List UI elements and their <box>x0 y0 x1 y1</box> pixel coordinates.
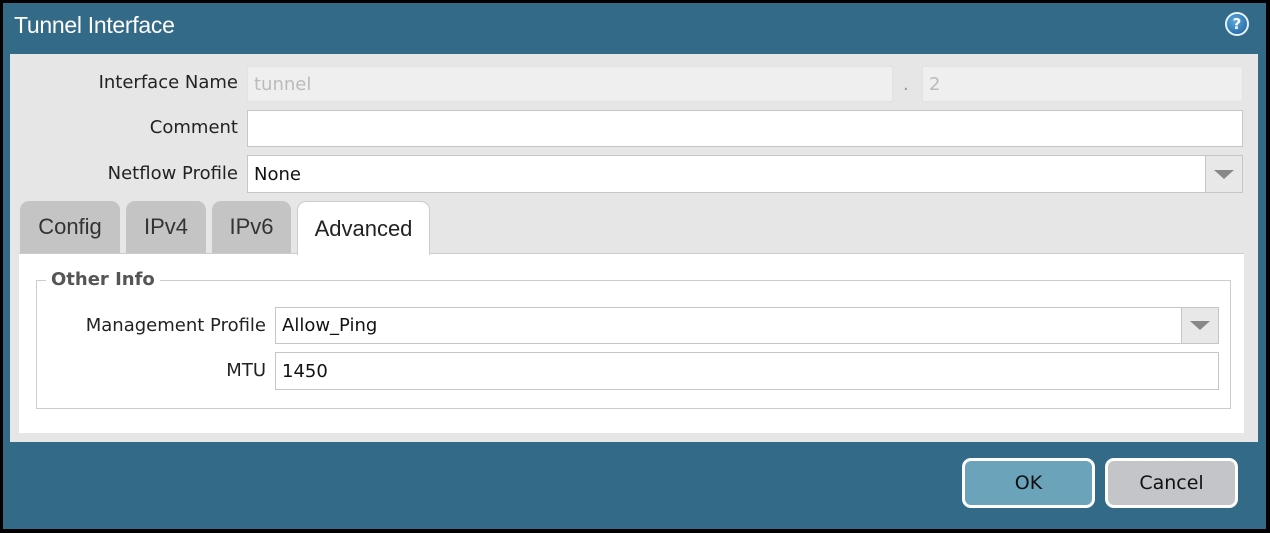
netflow-profile-label: Netflow Profile <box>107 163 238 184</box>
other-info-fieldset <box>36 280 1231 409</box>
tab-ipv6[interactable]: IPv6 <box>212 201 291 253</box>
chevron-down-icon <box>1190 321 1210 330</box>
management-profile-value: Allow_Ping <box>282 315 378 336</box>
netflow-profile-select[interactable]: None <box>247 155 1243 193</box>
interface-suffix-input[interactable]: 2 <box>922 66 1243 102</box>
comment-input[interactable] <box>247 110 1243 147</box>
interface-name-separator: . <box>903 74 909 95</box>
dialog-title: Tunnel Interface <box>14 12 175 38</box>
interface-name-input[interactable]: tunnel <box>247 66 893 102</box>
mtu-input[interactable]: 1450 <box>275 352 1219 390</box>
management-profile-label: Management Profile <box>85 315 266 336</box>
other-info-legend: Other Info <box>46 269 160 290</box>
tab-config[interactable]: Config <box>20 201 120 253</box>
management-profile-select[interactable]: Allow_Ping <box>275 307 1219 344</box>
tab-ipv4[interactable]: IPv4 <box>126 201 206 253</box>
tab-advanced[interactable]: Advanced <box>297 201 430 255</box>
mtu-label: MTU <box>226 360 266 381</box>
help-icon[interactable]: ? <box>1225 12 1249 36</box>
interface-name-label: Interface Name <box>98 72 238 93</box>
cancel-button[interactable]: Cancel <box>1105 458 1238 508</box>
comment-label: Comment <box>149 117 238 138</box>
chevron-down-icon <box>1214 169 1234 179</box>
netflow-profile-value: None <box>254 163 301 185</box>
management-profile-dropdown-button[interactable] <box>1181 308 1218 343</box>
netflow-dropdown-button[interactable] <box>1205 156 1242 192</box>
ok-button[interactable]: OK <box>962 458 1095 508</box>
